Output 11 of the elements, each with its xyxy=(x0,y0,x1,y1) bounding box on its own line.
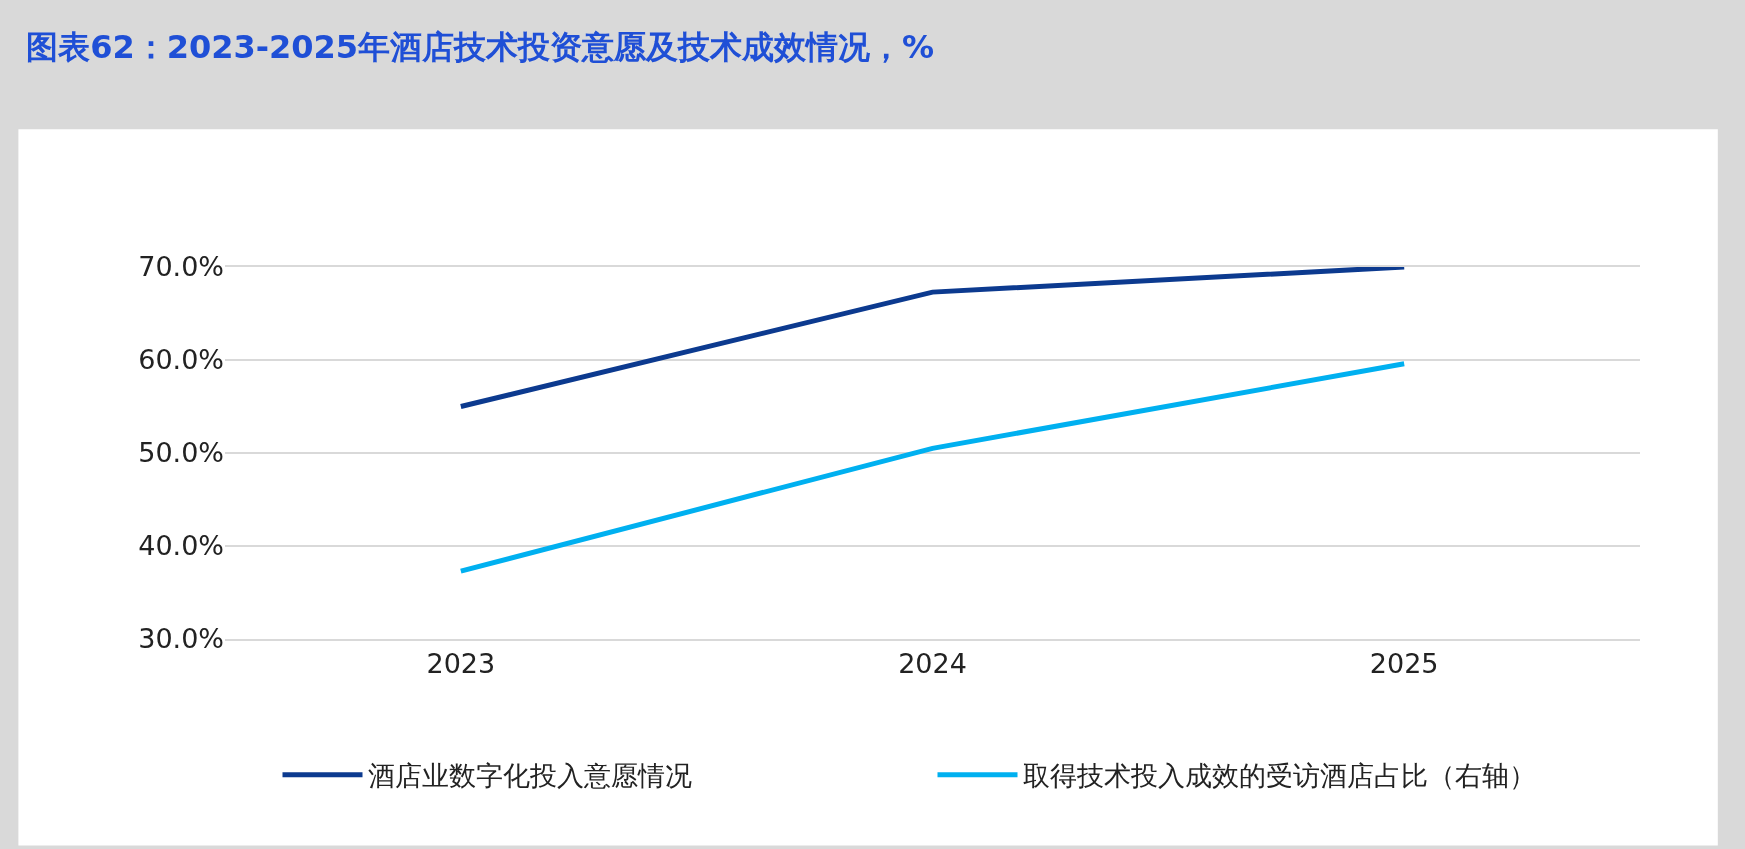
x-tick-label: 2024 xyxy=(898,648,967,680)
y-tick-label: 60.0% xyxy=(138,344,224,376)
legend-label: 酒店业数字化投入意愿情况 xyxy=(367,760,692,792)
x-tick-label: 2023 xyxy=(426,648,496,680)
y-tick-label: 40.0% xyxy=(138,530,224,562)
legend-label: 取得技术投入成效的受访酒店占比（右轴） xyxy=(1022,760,1536,792)
y-tick-label: 50.0% xyxy=(138,437,224,469)
chart-title: 图表62：2023-2025年酒店技术投资意愿及技术成效情况，% xyxy=(26,27,935,66)
y-tick-label: 70.0% xyxy=(138,251,224,283)
y-tick-label: 30.0% xyxy=(138,623,224,655)
x-tick-label: 2025 xyxy=(1369,648,1439,680)
